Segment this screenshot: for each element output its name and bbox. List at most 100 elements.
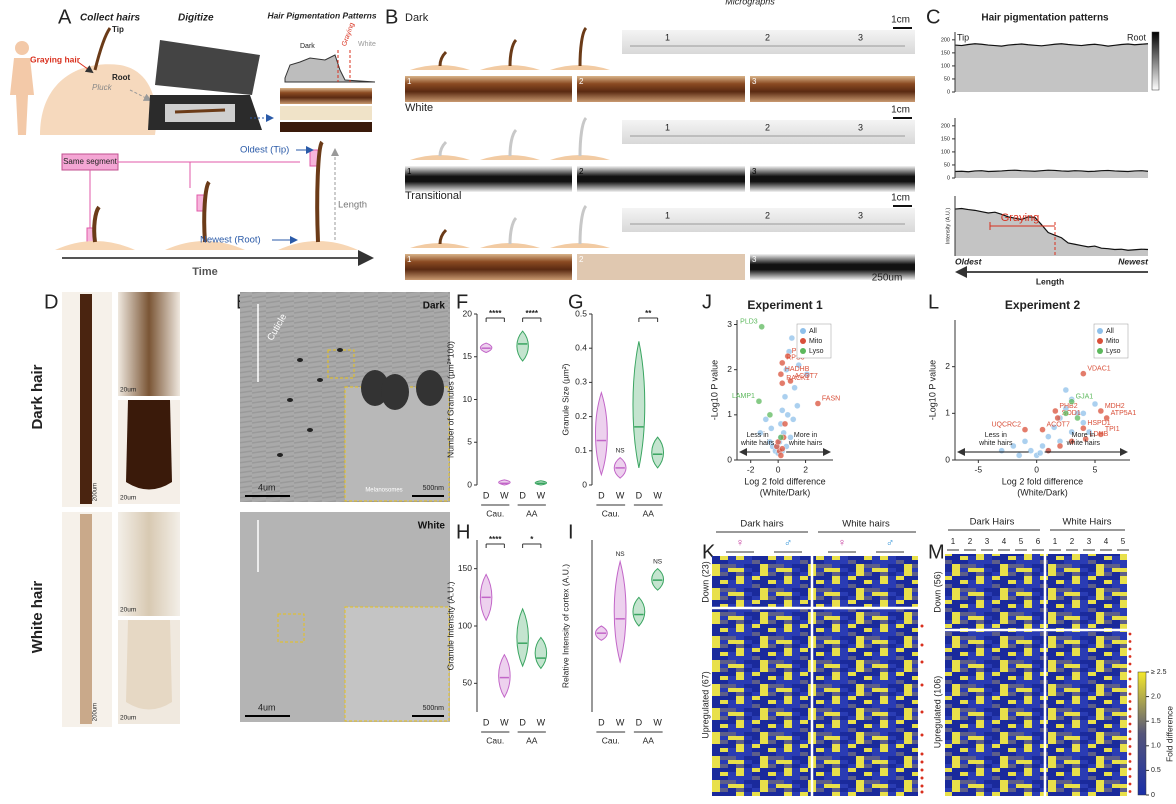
label: 2 <box>579 167 584 176</box>
skin <box>550 243 610 248</box>
y-tick-label: 0 <box>582 479 587 489</box>
data-point <box>784 411 791 419</box>
label: white hairs <box>788 440 823 447</box>
label: 2 <box>1070 537 1075 546</box>
ruler-image <box>622 208 915 232</box>
label: Hair pigmentation patterns <box>981 13 1109 24</box>
legend-label: Lyso <box>809 348 824 355</box>
data-point <box>787 434 794 441</box>
point-label: ATP5A1 <box>1111 410 1137 417</box>
label: 4um <box>258 482 276 492</box>
data-point <box>1015 452 1023 459</box>
label: Length <box>1036 276 1064 286</box>
data-point <box>787 377 794 385</box>
y-axis-label: Granule Intensity (A.U.) <box>445 581 455 670</box>
label: 20um <box>120 715 136 722</box>
label: 2 <box>579 77 584 86</box>
x-axis-label: Log 2 fold difference <box>1002 476 1083 486</box>
y-tick-label: 2 <box>727 364 732 374</box>
heatmap-image <box>712 556 918 796</box>
y-tick-label: 150 <box>458 563 472 573</box>
y-tick-label: 3 <box>727 319 732 329</box>
data-point <box>783 366 790 373</box>
y-axis-label: -Log10 P value <box>709 360 719 420</box>
significance: **** <box>489 535 502 544</box>
x-tick-label: W <box>653 717 662 727</box>
label: 500nm <box>423 485 445 492</box>
skin <box>410 65 470 70</box>
gray-colorbar <box>1151 31 1160 91</box>
label: White <box>418 521 446 532</box>
colorbar <box>1137 671 1147 796</box>
point-label: LAMP1 <box>732 393 755 400</box>
label: Transitional <box>405 190 461 202</box>
label: Hair Pigmentation Patterns <box>267 10 376 20</box>
skin <box>550 65 610 70</box>
group-label: AA <box>526 508 538 518</box>
marker-dot <box>920 710 924 714</box>
x-tick-label: D <box>598 717 605 727</box>
violin <box>594 391 608 477</box>
legend-swatch <box>1097 348 1103 354</box>
intensity-area <box>955 170 1148 178</box>
label: Length <box>338 200 367 211</box>
x-tick-label: W <box>537 717 546 727</box>
marker-dot <box>1128 730 1132 733</box>
label: Graying <box>341 22 356 48</box>
label: Dark <box>405 12 429 24</box>
data-point <box>1068 428 1075 436</box>
point-label: HADHB <box>785 366 810 373</box>
data-point <box>1068 438 1075 445</box>
micrograph-strip <box>577 254 745 280</box>
data-point <box>1080 419 1087 426</box>
label: 5 <box>1121 537 1126 546</box>
hair-shaft <box>315 140 324 243</box>
violin <box>498 479 511 486</box>
panel-letter: G <box>568 291 584 313</box>
marker-dot <box>1128 722 1132 726</box>
y-tick-label: 200 <box>941 37 950 43</box>
marker-dot <box>1128 670 1132 673</box>
marker-dot <box>1128 752 1132 756</box>
point-label: ACOT7 <box>794 373 817 380</box>
label: Dark hair <box>29 364 46 429</box>
strip-image <box>280 88 372 104</box>
head <box>40 64 157 135</box>
micrograph-strip <box>405 76 572 102</box>
data-point <box>779 359 786 367</box>
marker-dot <box>1128 782 1132 786</box>
arrow <box>129 89 152 101</box>
panel-letter: F <box>456 291 468 313</box>
label: Upregulated (67) <box>700 671 710 739</box>
granule-image <box>277 453 283 457</box>
violin <box>632 596 646 627</box>
data-point <box>1062 410 1070 417</box>
skin <box>550 155 610 160</box>
label: 1 <box>665 122 670 132</box>
marker-dot <box>1128 662 1132 666</box>
data-point <box>998 447 1005 454</box>
granule-image <box>287 398 293 402</box>
skin <box>480 243 540 248</box>
micrograph-strip <box>750 166 915 192</box>
y-axis-label: Number of Granules (µm²*100) <box>445 341 455 458</box>
data-point <box>1056 442 1064 450</box>
hair-shaft <box>92 205 101 243</box>
y-tick-label: 50 <box>463 678 473 688</box>
sex-symbol: ♀ <box>838 537 846 549</box>
x-tick-label: -5 <box>975 464 983 474</box>
data-point <box>791 384 798 391</box>
label: White <box>358 41 376 48</box>
label: white hairs <box>740 440 775 447</box>
x-tick-label: W <box>537 490 546 500</box>
violin <box>516 607 529 668</box>
panel-letter: B <box>385 6 398 28</box>
skin <box>165 241 245 250</box>
y-tick-label: 100 <box>941 63 950 69</box>
x-tick-label: D <box>519 490 526 500</box>
y-tick-label: 10 <box>463 394 473 404</box>
y-tick-label: 50 <box>944 162 950 168</box>
heatmap-image <box>945 554 1127 796</box>
label: Newest (Root) <box>200 235 261 246</box>
